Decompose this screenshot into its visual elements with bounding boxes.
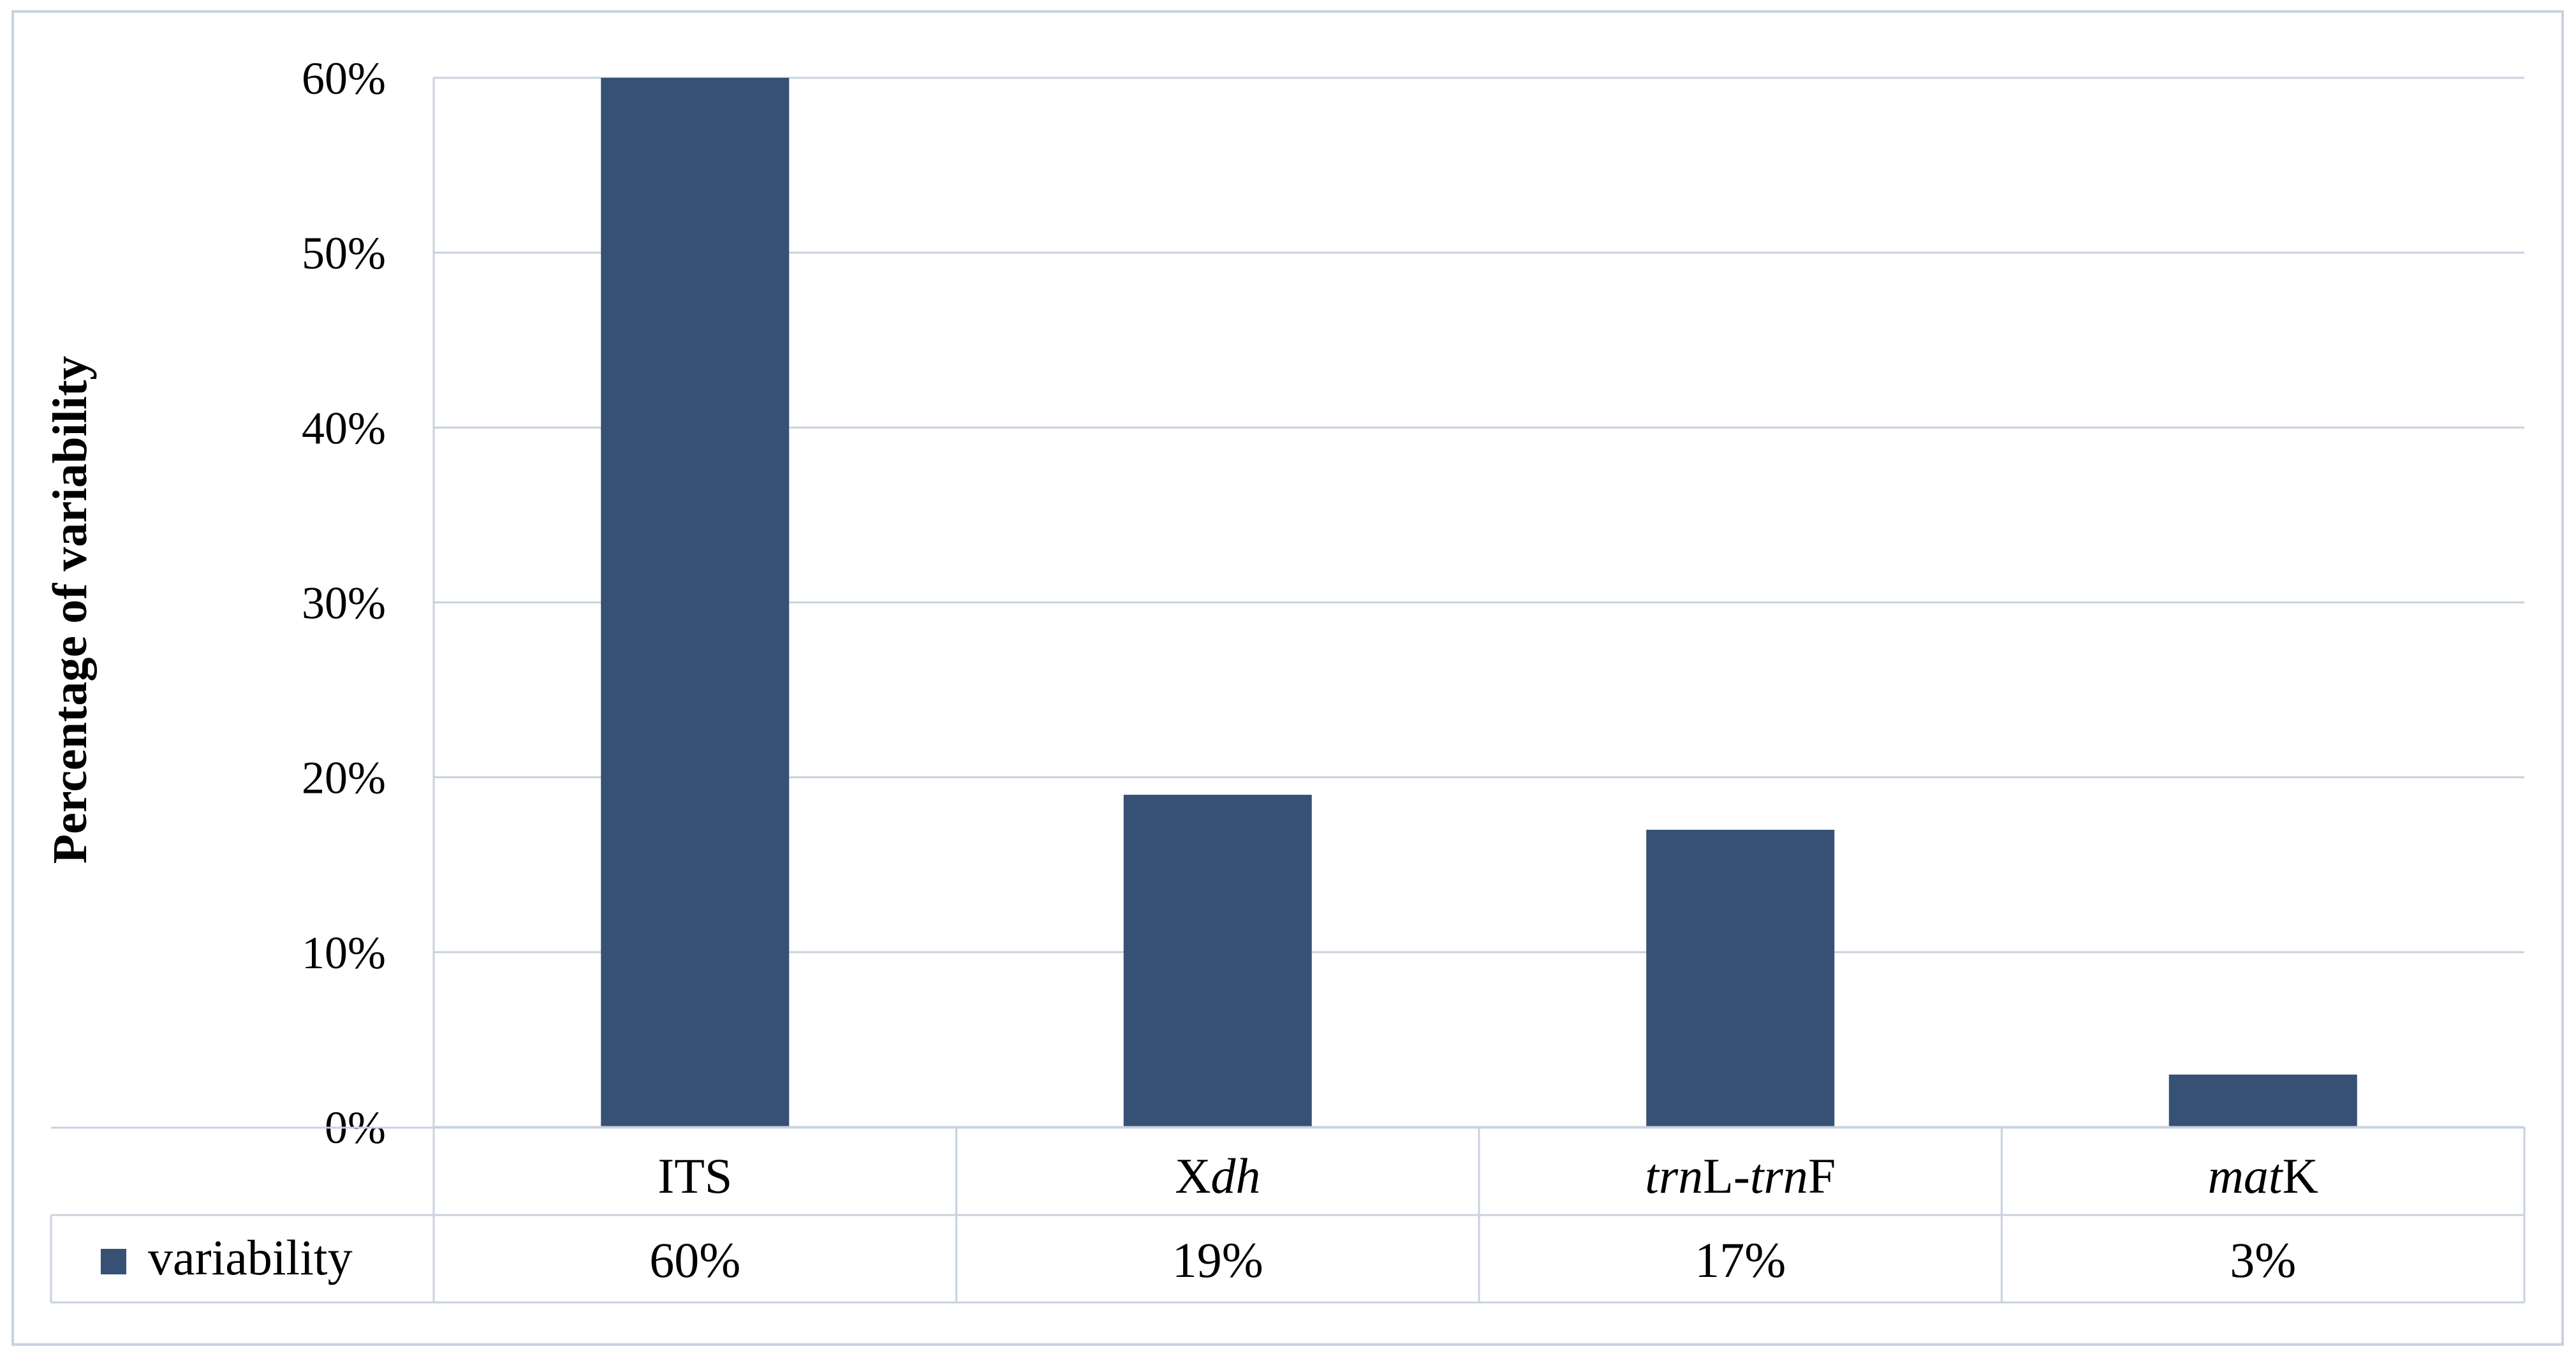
y-tick-label: 40%: [302, 402, 386, 453]
legend-swatch: [101, 1249, 126, 1274]
category-label: trnL-trnF: [1645, 1148, 1836, 1204]
bars: [601, 78, 2357, 1127]
data-label: 3%: [2230, 1232, 2296, 1288]
data-label: 19%: [1172, 1232, 1263, 1288]
bar-trnl-trnf: [1646, 829, 1835, 1127]
y-tick-label: 50%: [302, 228, 386, 279]
bar-its: [601, 78, 790, 1127]
y-tick-label: 10%: [302, 927, 386, 978]
category-labels: ITS Xdh trnL-trnF matK: [658, 1148, 2318, 1204]
y-tick-label: 60%: [302, 53, 386, 104]
bar-matk: [2168, 1074, 2357, 1127]
y-axis-ticks: 0%10%20%30%40%50%60%: [302, 53, 386, 1153]
y-axis-label: Percentage of variability: [43, 356, 97, 864]
data-label: 60%: [649, 1232, 740, 1288]
category-label: Xdh: [1175, 1148, 1260, 1204]
legend-series-name: variability: [148, 1230, 353, 1285]
y-tick-label: 30%: [302, 578, 386, 629]
data-label: 17%: [1695, 1232, 1786, 1288]
bar-xdh: [1123, 795, 1312, 1127]
category-label: matK: [2208, 1148, 2318, 1204]
data-table: variability 60% 19% 17% 3%: [50, 1126, 2526, 1304]
y-tick-label: 20%: [302, 753, 386, 804]
category-label: ITS: [658, 1148, 732, 1204]
chart-frame: [11, 10, 2564, 1346]
